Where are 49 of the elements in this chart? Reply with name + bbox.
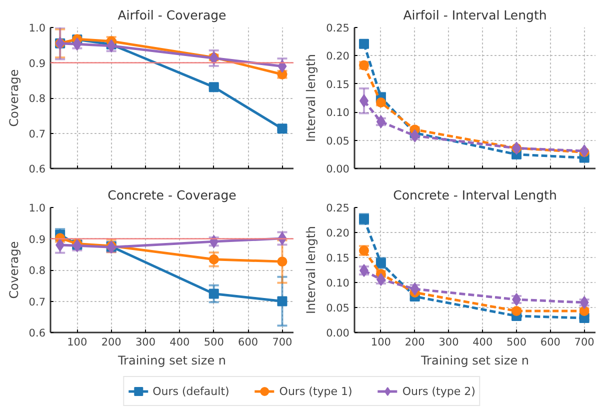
y-tick-label: 0.20	[326, 228, 350, 240]
y-tick-label: 0.25	[326, 202, 350, 214]
y-tick-label: 1.0	[28, 202, 46, 214]
x-tick-label: 300	[135, 336, 156, 348]
y-axis-title: Interval length	[304, 226, 318, 314]
y-tick-label: 0.15	[326, 78, 350, 91]
legend-label: Ours (type 1)	[279, 384, 352, 398]
x-tick-label: 400	[170, 336, 190, 348]
y-tick-label: 0.25	[326, 22, 350, 34]
y-tick-label: 0.05	[326, 135, 350, 148]
chart-title: Concrete - Interval Length	[393, 188, 557, 202]
y-tick-label: 0.10	[326, 107, 350, 120]
y-tick-label: 0.05	[326, 302, 350, 314]
y-tick-label: 0.6	[28, 164, 46, 176]
x-tick-label: 700	[574, 336, 594, 348]
chart-title: Airfoil - Coverage	[118, 8, 227, 22]
x-axis-title: Training set size n	[420, 354, 530, 368]
y-axis-title: Interval length	[304, 54, 318, 142]
x-tick-label: 200	[101, 336, 122, 348]
chart-title: Concrete - Coverage	[108, 188, 237, 202]
y-tick-label: 0.7	[28, 296, 46, 308]
chart-title: Airfoil - Interval Length	[403, 8, 547, 22]
y-tick-label: 0.00	[326, 164, 350, 176]
legend-label: Ours (default)	[152, 384, 230, 398]
y-tick-label: 0.15	[326, 252, 350, 264]
y-tick-label: 1.0	[28, 22, 46, 34]
x-tick-label: 600	[238, 336, 258, 348]
y-tick-label: 0.00	[326, 328, 350, 340]
x-tick-label: 700	[272, 336, 292, 348]
y-axis-title: Coverage	[6, 241, 21, 299]
x-tick-label: 100	[67, 336, 88, 348]
x-tick-label: 400	[472, 336, 493, 348]
x-tick-label: 200	[404, 336, 425, 348]
y-tick-label: 0.6	[28, 328, 46, 340]
y-axis-title: Coverage	[6, 69, 21, 127]
x-axis-title: Training set size n	[116, 354, 226, 368]
x-tick-label: 300	[438, 336, 459, 348]
y-tick-label: 0.10	[326, 278, 350, 290]
y-tick-label: 0.7	[28, 128, 46, 140]
x-tick-label: 500	[506, 336, 527, 348]
x-tick-label: 500	[204, 336, 224, 348]
y-tick-label: 0.20	[326, 50, 350, 63]
y-tick-label: 0.8	[28, 265, 46, 277]
x-tick-label: 100	[370, 336, 391, 348]
y-tick-label: 0.9	[28, 234, 46, 246]
y-tick-label: 0.9	[28, 58, 46, 70]
legend-label: Ours (type 2)	[402, 384, 476, 398]
x-tick-label: 600	[540, 336, 560, 348]
y-tick-label: 0.8	[28, 93, 46, 105]
